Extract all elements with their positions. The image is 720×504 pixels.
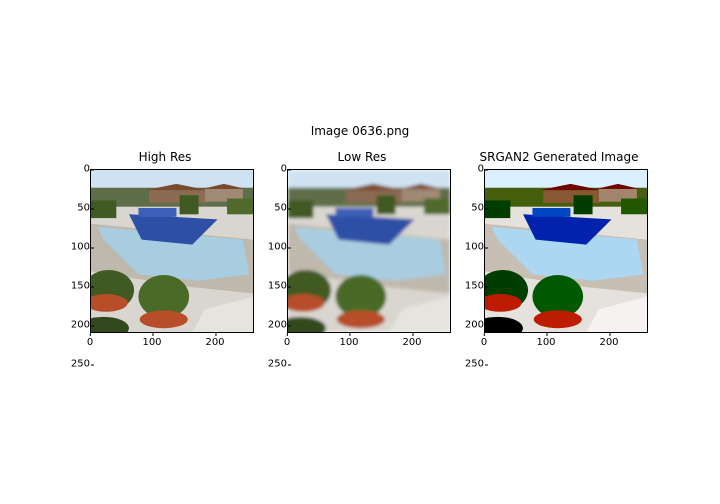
panel-title: High Res (138, 150, 192, 164)
x-tick-label: 0 (283, 333, 291, 348)
x-tick-label: 100 (339, 333, 359, 348)
y-tick-label: 200 (464, 319, 489, 331)
panel-title: Low Res (337, 150, 387, 164)
y-tick-label: 0 (83, 163, 95, 175)
y-tick-label: 100 (267, 241, 292, 253)
y-tick-label: 50 (77, 202, 94, 214)
y-tick-label: 200 (267, 319, 292, 331)
y-tick-label: 250 (70, 358, 95, 370)
x-tick-label: 200 (599, 333, 619, 348)
y-tick-label: 150 (464, 280, 489, 292)
y-tick-label: 100 (464, 241, 489, 253)
x-tick-label: 100 (142, 333, 162, 348)
y-tick-label: 50 (274, 202, 291, 214)
y-tick-label: 250 (267, 358, 292, 370)
image-panel: SRGAN2 Generated Image 0 50 100 150 200 250 0 1 (465, 150, 649, 370)
image-panel: Low Res 0 50 100 150 200 250 0 100 200 (268, 150, 452, 370)
image-axes (90, 169, 254, 333)
figure-title: Image 0636.png (310, 124, 410, 138)
x-tick-label: 200 (402, 333, 422, 348)
y-tick-label: 0 (477, 163, 489, 175)
y-tick-label: 150 (70, 280, 95, 292)
y-tick-label: 200 (70, 319, 95, 331)
x-tick-label: 0 (86, 333, 94, 348)
y-tick-label: 0 (280, 163, 292, 175)
x-tick-label: 100 (536, 333, 556, 348)
y-tick-label: 150 (267, 280, 292, 292)
x-tick-label: 200 (205, 333, 225, 348)
y-tick-label: 250 (464, 358, 489, 370)
image-axes (287, 169, 451, 333)
y-tick-label: 50 (471, 202, 488, 214)
y-tick-label: 100 (70, 241, 95, 253)
image-panel: High Res 0 50 100 150 200 250 0 100 200 (71, 150, 255, 370)
image-axes (484, 169, 648, 333)
panel-title: SRGAN2 Generated Image (479, 150, 639, 164)
x-tick-label: 0 (480, 333, 488, 348)
